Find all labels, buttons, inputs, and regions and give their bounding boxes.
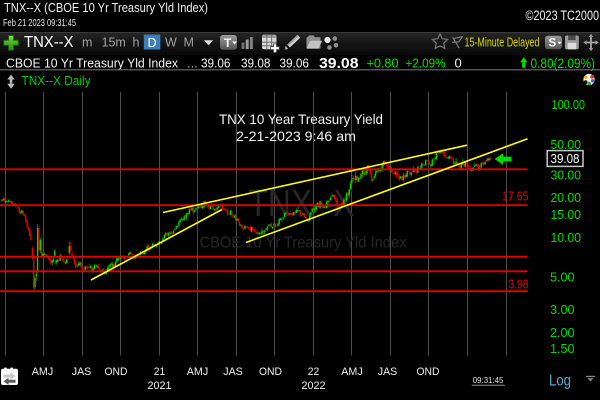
svg-text:JAS: JAS <box>223 366 243 378</box>
svg-text:TNX 10 Year Treasury Yield: TNX 10 Year Treasury Yield <box>219 111 383 127</box>
svg-text:39.08: 39.08 <box>319 55 359 72</box>
svg-text:Log: Log <box>549 373 571 390</box>
svg-text:100.00: 100.00 <box>552 97 586 112</box>
svg-text:2-21-2023 9:46 am: 2-21-2023 9:46 am <box>236 128 356 144</box>
svg-text:09:31:45: 09:31:45 <box>473 376 504 385</box>
svg-text:15-Minute Delayed: 15-Minute Delayed <box>465 36 540 50</box>
svg-text:2022: 2022 <box>302 380 326 392</box>
svg-text:22: 22 <box>308 366 320 378</box>
svg-text:AMJ: AMJ <box>341 366 363 378</box>
svg-text:39.06: 39.06 <box>201 56 231 71</box>
svg-text:©2023 TC2000: ©2023 TC2000 <box>526 8 600 23</box>
svg-text:OND: OND <box>259 366 282 378</box>
svg-text:S: S <box>549 37 557 49</box>
svg-text:AMJ: AMJ <box>187 366 209 378</box>
svg-text:0: 0 <box>455 56 462 71</box>
svg-text:30.00: 30.00 <box>551 167 582 182</box>
svg-text:2.00: 2.00 <box>550 325 575 340</box>
svg-text:2021: 2021 <box>148 380 172 392</box>
svg-text:+0.80: +0.80 <box>367 56 399 71</box>
svg-text:3.98: 3.98 <box>509 278 529 292</box>
svg-text:Feb 21 2023 09:31:45: Feb 21 2023 09:31:45 <box>3 17 76 29</box>
svg-text:50.00: 50.00 <box>551 137 582 152</box>
svg-text:39.08: 39.08 <box>241 56 271 71</box>
svg-text:OND: OND <box>105 366 128 378</box>
svg-text:17.65: 17.65 <box>502 190 529 204</box>
svg-text:D: D <box>147 36 156 50</box>
svg-text:39.08: 39.08 <box>551 151 580 166</box>
svg-text:TNX--X: TNX--X <box>24 34 74 51</box>
svg-text:M: M <box>184 36 194 50</box>
svg-text:21: 21 <box>154 366 166 378</box>
svg-text:h: h <box>133 36 140 50</box>
svg-text:...: ... <box>187 56 198 71</box>
svg-text:T: T <box>224 36 232 50</box>
svg-text:1.50: 1.50 <box>550 341 575 356</box>
svg-text:OND: OND <box>417 366 440 378</box>
svg-text:JAS: JAS <box>72 366 92 378</box>
svg-text:AMJ: AMJ <box>32 366 54 378</box>
svg-text:20.00: 20.00 <box>551 190 582 205</box>
svg-text:3.00: 3.00 <box>550 302 575 317</box>
svg-text:+2.09%: +2.09% <box>406 56 446 71</box>
svg-text:TNX--X (CBOE 10 Yr Treasury Yl: TNX--X (CBOE 10 Yr Treasury Yld Index) <box>4 0 208 15</box>
svg-text:m: m <box>82 36 92 50</box>
svg-text:TNX--X Daily: TNX--X Daily <box>22 74 92 88</box>
svg-text:JAS: JAS <box>378 366 398 378</box>
svg-text:W: W <box>165 36 177 50</box>
svg-text:CBOE 10 Yr Treasury Yld Index: CBOE 10 Yr Treasury Yld Index <box>6 56 178 71</box>
svg-text:10.00: 10.00 <box>551 230 582 245</box>
svg-text:15m: 15m <box>102 36 126 50</box>
svg-text:CBOE 10 Yr Treasury Yld Index: CBOE 10 Yr Treasury Yld Index <box>200 235 407 252</box>
svg-text:0.80(2.09%): 0.80(2.09%) <box>531 56 596 71</box>
svg-text:15.00: 15.00 <box>551 207 582 222</box>
svg-text:39.06: 39.06 <box>280 56 310 71</box>
svg-text:5.00: 5.00 <box>550 270 575 285</box>
